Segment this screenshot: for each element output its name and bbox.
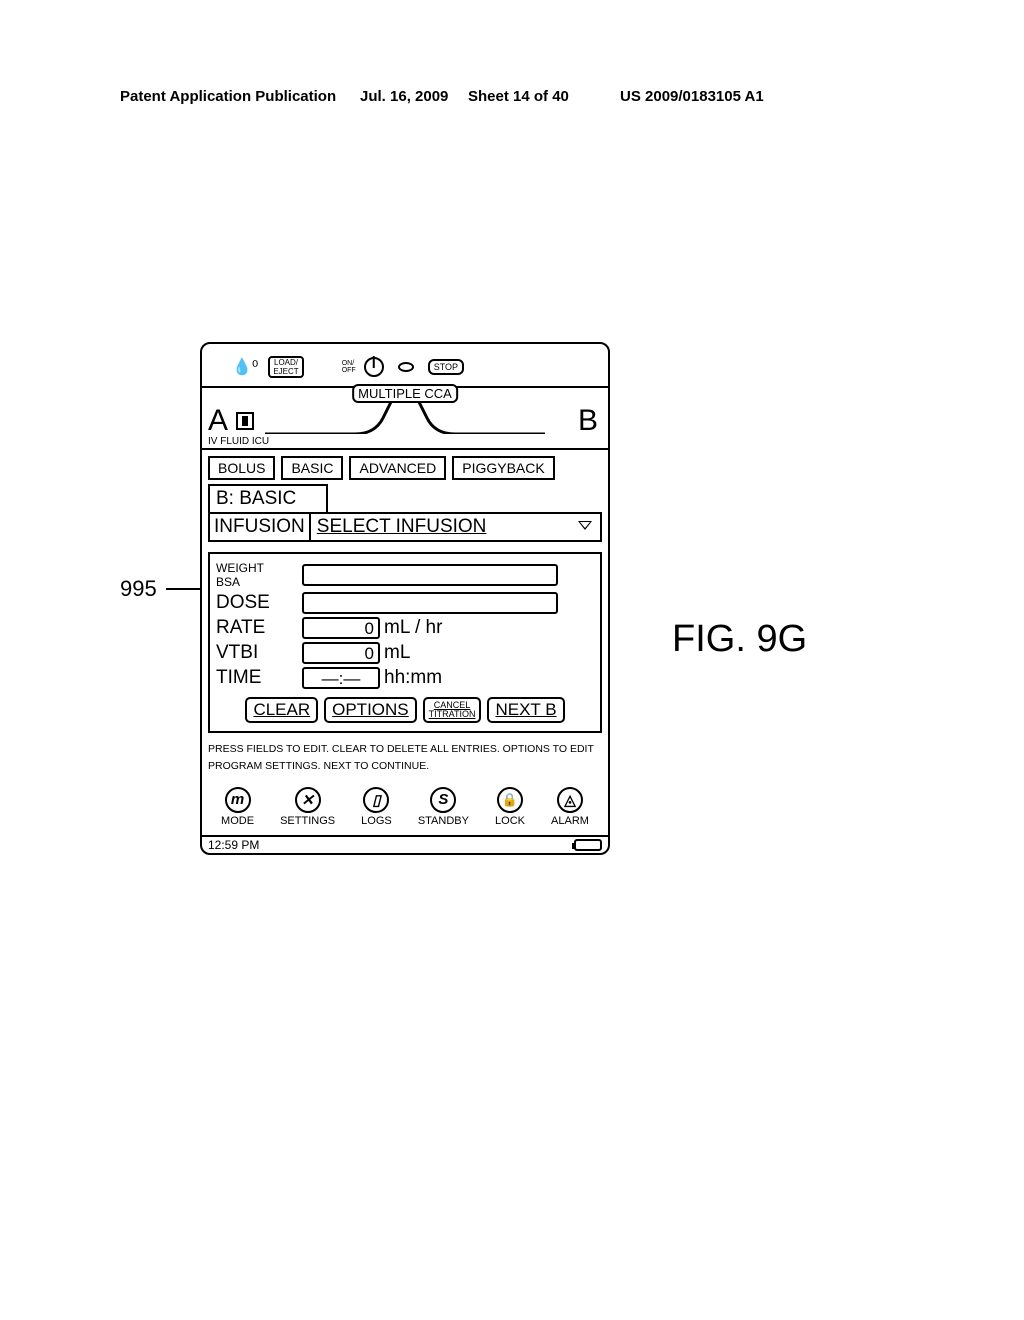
bottom-icon-row: m MODE ✕ SETTINGS ▯ LOGS S STANDBY 🔒 LOC… [208, 787, 602, 829]
infusion-row: INFUSION SELECT INFUSION [208, 512, 602, 542]
time-label: TIME [216, 667, 302, 689]
time-unit: hh:mm [384, 667, 442, 689]
pub-number: US 2009/0183105 A1 [620, 88, 764, 105]
power-icon[interactable] [364, 357, 384, 377]
channel-a-state-icon [236, 412, 254, 430]
rate-input[interactable]: 0 [302, 617, 380, 639]
pub-label: Patent Application Publication [120, 88, 336, 105]
status-bar: 12:59 PM [202, 835, 608, 853]
channel-a-label: A [208, 404, 228, 438]
dose-label: DOSE [216, 592, 302, 614]
mode-header: B: BASIC [208, 484, 328, 512]
settings-button[interactable]: ✕ SETTINGS [280, 787, 335, 827]
drip-icon: 💧⁰ [232, 357, 258, 377]
alarm-button[interactable]: ◬ ALARM [551, 787, 589, 827]
battery-icon [574, 839, 602, 851]
screen-content: BOLUS BASIC ADVANCED PIGGYBACK B: BASIC … [202, 450, 608, 835]
vtbi-unit: mL [384, 642, 410, 664]
options-button[interactable]: OPTIONS [324, 697, 417, 723]
lock-icon: 🔒 [497, 787, 523, 813]
vtbi-input[interactable]: 0 [302, 642, 380, 664]
channel-header: MULTIPLE CCA A B IV FLUID ICU [202, 388, 608, 450]
alarm-icon: ◬ [557, 787, 583, 813]
settings-icon: ✕ [295, 787, 321, 813]
tab-advanced[interactable]: ADVANCED [349, 456, 446, 480]
iv-fluid-label: IV FLUID ICU [208, 436, 269, 447]
cancel-titration-button[interactable]: CANCEL TITRATION [423, 697, 482, 723]
lock-label: LOCK [495, 815, 525, 827]
settings-label: SETTINGS [280, 815, 335, 827]
time-input[interactable]: —:— [302, 667, 380, 689]
tab-piggyback[interactable]: PIGGYBACK [452, 456, 554, 480]
mode-icon: m [225, 787, 251, 813]
callout-line [166, 588, 200, 590]
pub-date: Jul. 16, 2009 [360, 88, 448, 105]
rate-unit: mL / hr [384, 617, 442, 639]
sheet-label: Sheet 14 of 40 [468, 88, 569, 105]
multiple-cca-badge: MULTIPLE CCA [352, 384, 458, 403]
logs-button[interactable]: ▯ LOGS [361, 787, 392, 827]
mode-label: MODE [221, 815, 254, 827]
infusion-label: INFUSION [210, 514, 309, 540]
onoff-label: ON/ OFF [342, 360, 356, 374]
stop-button[interactable]: STOP [428, 359, 464, 375]
infusion-select-text: SELECT INFUSION [317, 516, 487, 537]
next-button[interactable]: NEXT B [487, 697, 564, 723]
form-panel: WEIGHT BSA DOSE RATE 0 mL / hr VTBI 0 mL… [208, 552, 602, 733]
figure-label: FIG. 9G [672, 618, 807, 661]
device-frame: 💧⁰ LOAD/ EJECT ON/ OFF STOP MULTIPLE CCA… [200, 342, 610, 855]
clock: 12:59 PM [208, 838, 259, 852]
channel-b-label: B [578, 404, 598, 438]
hardware-top-bar: 💧⁰ LOAD/ EJECT ON/ OFF STOP [202, 344, 608, 388]
tab-basic[interactable]: BASIC [281, 456, 343, 480]
dose-input[interactable] [302, 592, 558, 614]
tab-bolus[interactable]: BOLUS [208, 456, 275, 480]
tab-row: BOLUS BASIC ADVANCED PIGGYBACK [208, 456, 602, 480]
form-button-row: CLEAR OPTIONS CANCEL TITRATION NEXT B [216, 697, 594, 723]
chevron-down-icon [578, 521, 592, 530]
logs-label: LOGS [361, 815, 392, 827]
led-indicator [398, 362, 414, 372]
mode-button[interactable]: m MODE [221, 787, 254, 827]
hint-text: PRESS FIELDS TO EDIT. CLEAR TO DELETE AL… [208, 741, 602, 775]
alarm-label: ALARM [551, 815, 589, 827]
infusion-select[interactable]: SELECT INFUSION [309, 514, 600, 540]
callout-ref: 995 [120, 576, 157, 602]
clear-button[interactable]: CLEAR [245, 697, 318, 723]
vtbi-label: VTBI [216, 642, 302, 664]
standby-icon: S [430, 787, 456, 813]
load-eject-button[interactable]: LOAD/ EJECT [268, 356, 303, 378]
standby-button[interactable]: S STANDBY [418, 787, 469, 827]
logs-icon: ▯ [363, 787, 389, 813]
rate-label: RATE [216, 617, 302, 639]
weight-bsa-label: WEIGHT BSA [216, 561, 302, 589]
weight-bsa-input[interactable] [302, 564, 558, 586]
lock-button[interactable]: 🔒 LOCK [495, 787, 525, 827]
standby-label: STANDBY [418, 815, 469, 827]
